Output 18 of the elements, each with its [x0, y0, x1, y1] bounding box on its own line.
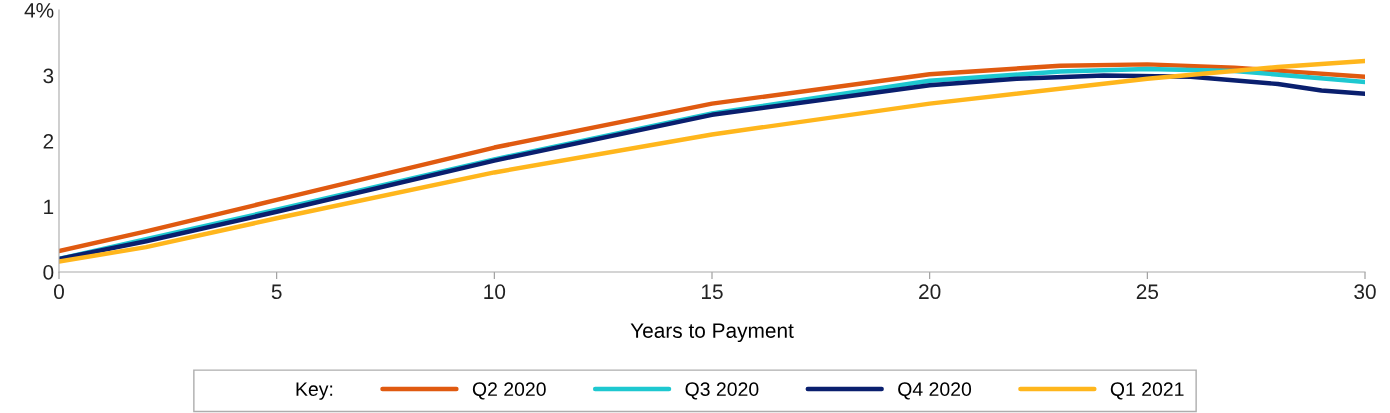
y-tick-label: 1 [44, 199, 54, 215]
x-tick-label: 15 [702, 284, 723, 300]
x-tick-label: 0 [54, 284, 64, 300]
x-axis-title: Years to Payment [630, 323, 794, 343]
legend-title: Key: [296, 382, 333, 400]
x-tick-label: 25 [1136, 284, 1159, 300]
x-tick-label: 20 [919, 284, 941, 300]
x-tick-label: 30 [1354, 284, 1376, 300]
legend-label: Q1 2021 [1110, 382, 1184, 400]
y-tick-label: 2 [43, 134, 54, 149]
x-tick-label: 10 [484, 284, 506, 300]
y-tick-label: 3 [43, 68, 54, 84]
x-tick-label: 5 [271, 284, 282, 300]
legend-label: Q4 2020 [898, 382, 972, 400]
legend-label: Q3 2020 [685, 382, 759, 400]
y-tick-label: 0 [43, 265, 54, 280]
legend-label: Q2 2020 [472, 382, 546, 400]
y-tick-label: 4% [24, 3, 54, 18]
